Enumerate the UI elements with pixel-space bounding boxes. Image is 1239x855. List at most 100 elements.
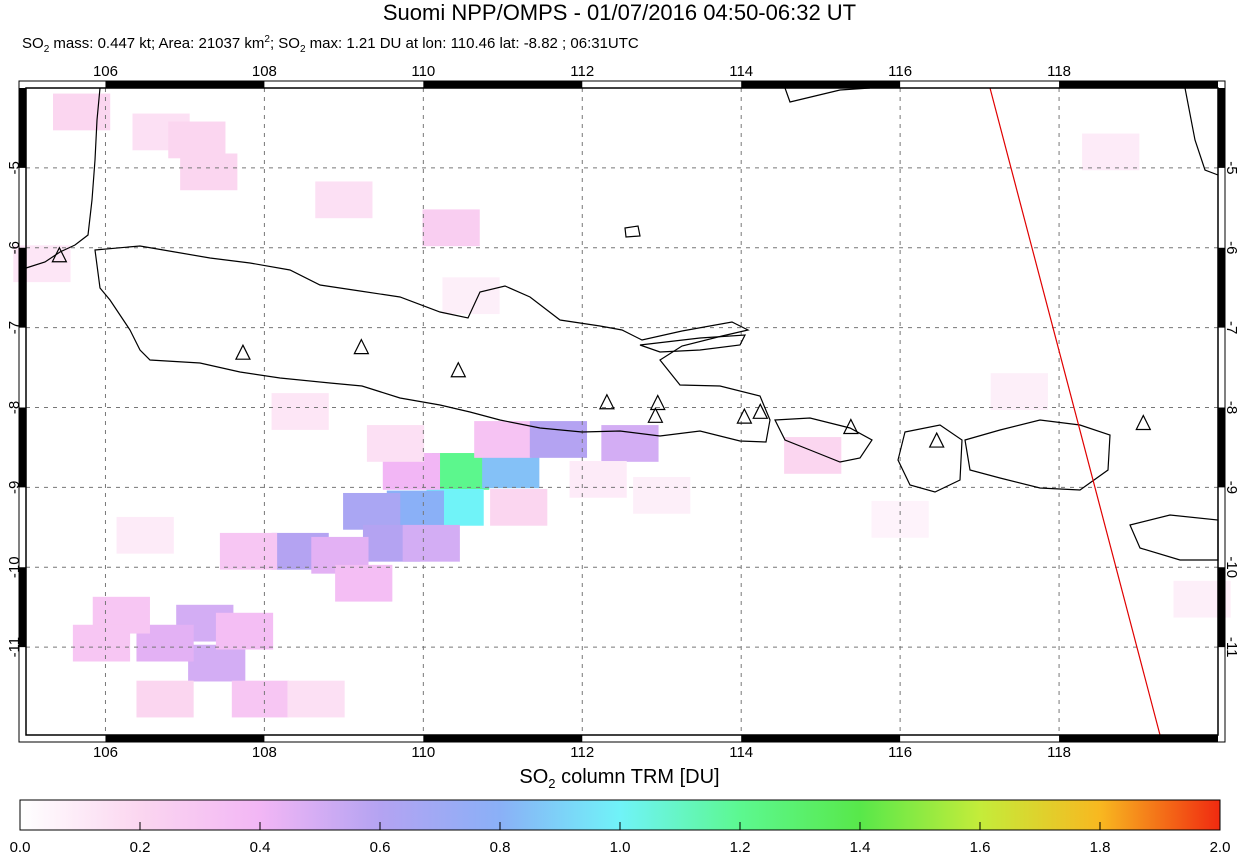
colorbar-tick-label: 0.4 xyxy=(250,839,271,855)
axis-ticks: 106 106 108 108 110 110 112 112 114 114 116 116 118 1… xyxy=(6,63,1239,761)
coast-sumbawa xyxy=(964,419,1111,491)
colorbar-title-sub: 2 xyxy=(548,776,556,791)
volcanoes xyxy=(51,246,1152,448)
frame-bar-left xyxy=(19,247,26,328)
lat-tick-label-right: -11 xyxy=(1223,637,1239,658)
colorbar-tick-label: 0.2 xyxy=(130,839,151,855)
so2-cell xyxy=(1082,133,1140,171)
so2-cell xyxy=(633,476,691,514)
so2-cell xyxy=(219,532,278,570)
frame-bar-right xyxy=(1218,247,1225,328)
colorbar-ticks: 0.0 0.2 0.4 0.6 0.8 1.0 1.2 1.4 1.6 1.8 2.0 xyxy=(10,822,1231,855)
frame-outer xyxy=(18,80,1226,743)
colorbar-tick-label: 2.0 xyxy=(1210,839,1231,855)
frame-bar-left xyxy=(19,407,26,488)
so2-cell xyxy=(168,121,226,159)
coast-lombok xyxy=(897,424,963,493)
volcano-triangle-icon xyxy=(51,246,68,263)
lat-tick-label-left: -7 xyxy=(6,321,23,334)
lat-tick-label-left: -6 xyxy=(6,241,23,254)
so2-cell xyxy=(315,181,373,219)
volcano-triangle-icon xyxy=(598,393,615,410)
colorbar-tick-label: 1.8 xyxy=(1090,839,1111,855)
volcano-triangle-icon xyxy=(1135,414,1152,431)
so2-cell xyxy=(231,680,290,718)
coast-madura xyxy=(639,334,747,353)
lon-tick-label-bottom: 116 xyxy=(888,744,912,761)
lon-tick-label-top: 112 xyxy=(570,63,594,80)
so2-cell xyxy=(215,612,274,650)
coast-bali xyxy=(774,417,873,463)
so2-cell xyxy=(402,524,460,562)
colorbar-title-main: SO xyxy=(519,766,549,788)
colorbar-tick-label: 0.8 xyxy=(490,839,511,855)
so2-cell xyxy=(442,277,500,315)
summary-area-sup: 2 xyxy=(264,34,270,45)
lat-tick-label-right: -5 xyxy=(1223,161,1239,174)
lon-tick-label-bottom: 114 xyxy=(729,744,753,761)
summary-max-label: ; SO xyxy=(269,35,300,52)
map-title: Suomi NPP/OMPS - 01/07/2016 04:50-06:32 … xyxy=(382,0,857,25)
so2-cell xyxy=(53,93,111,131)
coast-bawean xyxy=(624,225,641,238)
volcano-triangle-icon xyxy=(928,431,945,448)
frame-bar-top xyxy=(741,81,901,88)
frame-bar-right xyxy=(1218,88,1225,168)
so2-cell xyxy=(271,393,329,430)
so2-cell xyxy=(72,624,131,662)
graticule xyxy=(26,88,1218,735)
coast-sumba xyxy=(1129,514,1219,561)
lon-tick-label-top: 116 xyxy=(888,63,912,80)
summary-mass-text: mass: 0.447 kt; Area: 21037 km xyxy=(49,35,265,52)
lon-tick-label-top: 118 xyxy=(1047,63,1071,80)
map-frame xyxy=(18,80,1226,743)
lat-tick-label-left: -5 xyxy=(6,161,23,174)
colorbar-tick-label: 0.0 xyxy=(10,839,31,855)
so2-cell xyxy=(490,488,548,526)
so2-cell xyxy=(432,453,490,490)
frame-bar-right xyxy=(1218,567,1225,648)
volcano-triangle-icon xyxy=(649,394,666,411)
lon-tick-label-top: 106 xyxy=(93,63,118,80)
so2-cell xyxy=(601,425,659,462)
frame-bar-bottom xyxy=(423,735,583,742)
so2-cell xyxy=(422,209,480,247)
frame-bar-left xyxy=(19,567,26,648)
lon-tick-label-bottom: 110 xyxy=(411,744,435,761)
coast-sulawesi xyxy=(1184,87,1219,176)
so2-cell xyxy=(990,373,1048,410)
lat-tick-label-left: -9 xyxy=(6,481,23,494)
so2-cell xyxy=(569,461,627,498)
so2-cell xyxy=(116,516,174,554)
summary-max-sub: 2 xyxy=(299,44,306,55)
frame-bar-top xyxy=(423,81,583,88)
coast-java xyxy=(94,245,771,443)
lon-tick-label-bottom: 108 xyxy=(252,744,277,761)
so2-cell xyxy=(188,644,246,682)
so2-cell xyxy=(343,492,401,530)
summary-mass-sub: 2 xyxy=(43,44,50,55)
so2-cell xyxy=(529,421,588,458)
colorbar-tick-label: 1.6 xyxy=(970,839,991,855)
colorbar-tick-label: 1.4 xyxy=(850,839,871,855)
lat-tick-label-right: -6 xyxy=(1223,241,1239,254)
so2-cells xyxy=(13,93,1231,718)
lat-tick-label-right: -7 xyxy=(1223,321,1239,334)
volcano-triangle-icon xyxy=(450,361,467,378)
so2-cell xyxy=(287,680,345,718)
frame-bar-top xyxy=(1059,81,1218,88)
so2-cell xyxy=(335,564,393,602)
lon-tick-label-bottom: 112 xyxy=(570,744,594,761)
summary-max-text: max: 1.21 DU at lon: 110.46 lat: -8.82 ;… xyxy=(305,35,639,52)
coast-sumatra xyxy=(25,87,101,269)
lat-tick-label-right: -10 xyxy=(1223,556,1239,578)
volcano-triangle-icon xyxy=(234,343,251,360)
volcano-triangle-icon xyxy=(842,418,859,435)
volcano-triangle-icon xyxy=(647,406,664,423)
volcano-triangle-icon xyxy=(752,402,769,419)
lon-tick-label-top: 108 xyxy=(252,63,277,80)
colorbar-tick-label: 1.2 xyxy=(730,839,751,855)
summary-mass-label: SO xyxy=(22,35,44,52)
lat-tick-label-right: -9 xyxy=(1223,481,1239,494)
lon-tick-label-top: 110 xyxy=(411,63,435,80)
